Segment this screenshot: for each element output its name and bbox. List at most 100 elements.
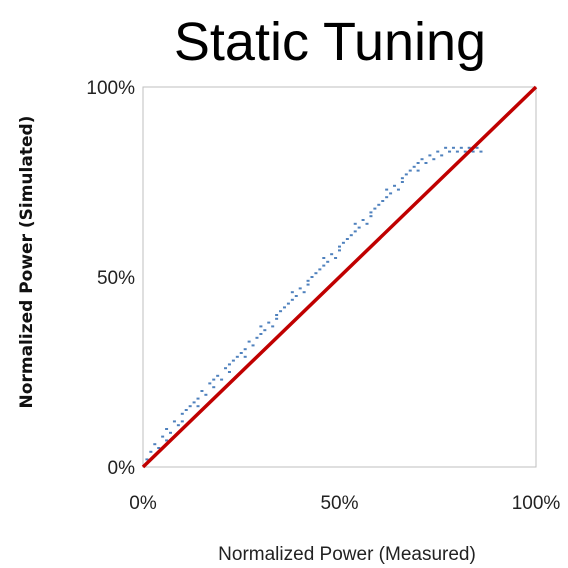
scatter-point (400, 181, 404, 183)
scatter-point (424, 162, 428, 164)
scatter-point (275, 314, 279, 316)
scatter-point (176, 424, 180, 427)
scatter-point (463, 150, 467, 153)
scatter-point (306, 283, 310, 286)
scatter-point (200, 390, 204, 392)
scatter-point (243, 348, 247, 351)
scatter-point (180, 420, 184, 423)
scatter-point (385, 196, 389, 199)
scatter-point (420, 158, 424, 161)
scatter-point (432, 158, 436, 161)
scatter-point (275, 317, 279, 320)
scatter-point (353, 230, 357, 233)
y-tick-label: 100% (86, 78, 135, 99)
scatter-point (389, 192, 393, 195)
scatter-point (318, 268, 322, 271)
y-axis-label: Normalized Power (Simulated) (17, 116, 37, 409)
scatter-point (326, 260, 330, 263)
scatter-point (322, 257, 326, 259)
scatter-point (459, 146, 463, 149)
scatter-point (243, 355, 247, 358)
scatter-point (227, 371, 231, 373)
scatter-point (361, 219, 365, 221)
scatter-point (255, 336, 259, 339)
scatter-point (286, 302, 290, 305)
scatter-point (212, 386, 216, 389)
scatter-point (188, 405, 192, 408)
scatter-point (357, 226, 361, 229)
scatter-point (267, 321, 271, 324)
x-axis-ticks: 0% 50% 100% (129, 493, 560, 514)
scatter-point (400, 177, 404, 180)
x-tick-label: 0% (129, 493, 157, 514)
scatter-point (224, 367, 228, 370)
scatter-point (145, 458, 149, 461)
scatter-point (294, 295, 298, 297)
scatter-point (393, 184, 397, 187)
scatter-point (302, 291, 306, 294)
scatter-point (385, 188, 389, 191)
scatter-point (365, 222, 369, 225)
scatter-point (341, 241, 345, 244)
scatter-point (479, 150, 483, 153)
chart-title: Static Tuning (174, 12, 486, 72)
scatter-point (444, 146, 448, 149)
scatter-point (184, 409, 188, 411)
scatter-point (290, 298, 294, 301)
scatter-point (204, 393, 208, 396)
scatter-point (220, 378, 224, 381)
scatter-point (396, 188, 400, 191)
scatter-point (416, 162, 420, 164)
scatter-point (373, 207, 377, 210)
scatter-point (169, 431, 173, 434)
scatter-point (231, 359, 235, 362)
scatter-point (338, 245, 341, 248)
x-tick-label: 50% (320, 493, 358, 514)
scatter-point (259, 325, 263, 328)
scatter-point (369, 215, 373, 218)
scatter-point (208, 382, 212, 385)
scatter-point (471, 150, 475, 153)
scatter-point (165, 428, 169, 430)
scatter-point (377, 203, 381, 206)
scatter-point (353, 222, 357, 225)
scatter-point (196, 405, 200, 408)
scatter-point (416, 169, 420, 172)
scatter-point (349, 234, 353, 237)
scatter-point (440, 154, 444, 157)
scatter-point (180, 412, 184, 415)
y-tick-label: 0% (108, 458, 136, 479)
scatter-point (227, 363, 231, 366)
scatter-point (330, 253, 334, 256)
scatter-point (239, 352, 243, 354)
scatter-point (216, 374, 220, 377)
scatter-point (306, 279, 310, 282)
scatter-point (428, 154, 432, 157)
scatter-point (247, 340, 251, 343)
scatter-point (263, 329, 267, 332)
scatter-point (467, 146, 471, 149)
scatter-point (172, 420, 176, 423)
reference-line (141, 85, 538, 469)
scatter-point (408, 169, 412, 172)
scatter-point (157, 447, 161, 449)
scatter-point (149, 450, 153, 453)
scatter-point (436, 150, 440, 153)
scatter-point (314, 272, 318, 275)
scatter-point (196, 397, 200, 400)
scatter-point (161, 435, 165, 438)
scatter-point (153, 443, 157, 446)
scatter-point (212, 378, 216, 381)
scatter-point (259, 333, 263, 335)
scatter-point (475, 146, 479, 149)
scatter-point (251, 344, 255, 347)
scatter-point (381, 200, 385, 202)
scatter-point (235, 355, 239, 358)
scatter-point (412, 165, 416, 168)
x-axis-label: Normalized Power (Measured) (218, 544, 476, 565)
scatter-point (338, 249, 341, 252)
scatter-point (369, 211, 373, 214)
scatter-point (448, 150, 452, 153)
scatter-point (279, 310, 283, 313)
